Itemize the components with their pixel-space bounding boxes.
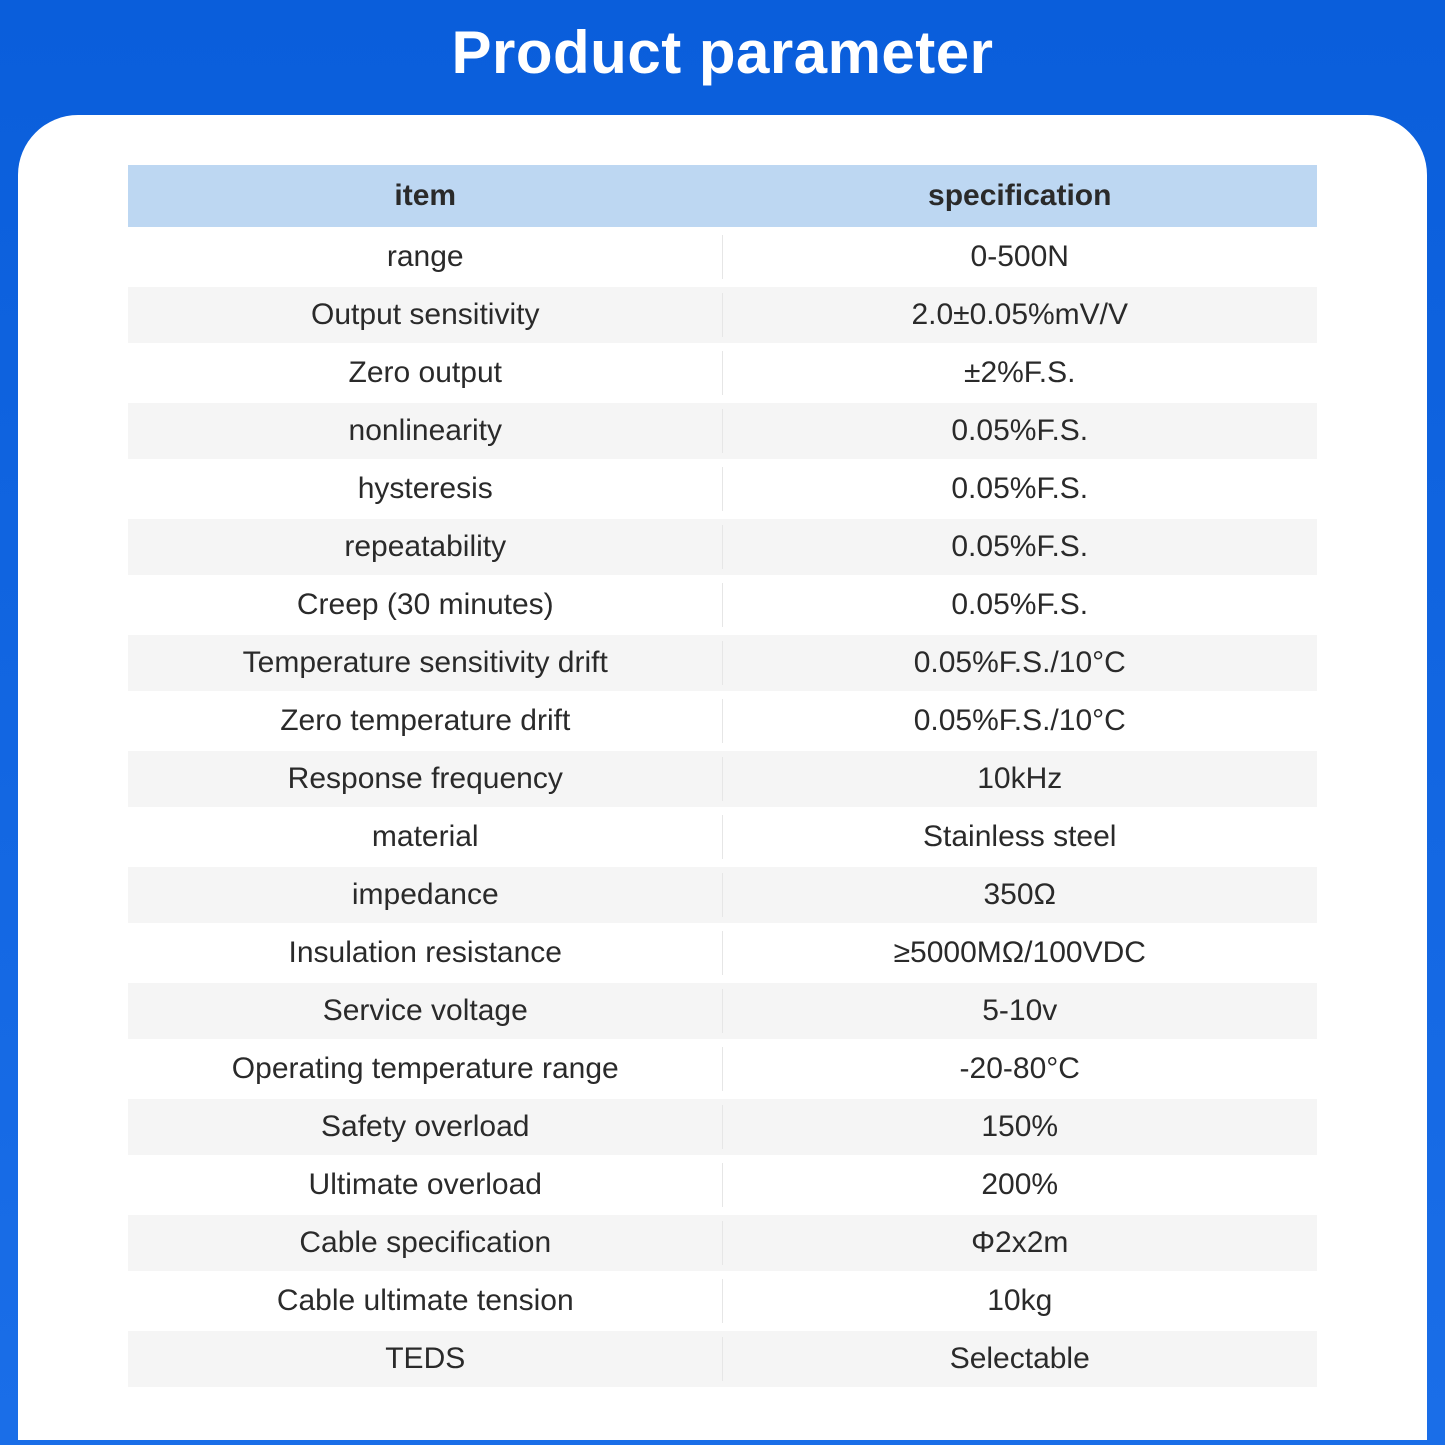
table-row: Zero temperature drift0.05%F.S./10°C [128, 693, 1317, 749]
cell-item: Safety overload [128, 1099, 723, 1155]
cell-spec: 0.05%F.S. [723, 519, 1318, 575]
table-row: Temperature sensitivity drift0.05%F.S./1… [128, 635, 1317, 691]
cell-item: Zero output [128, 345, 723, 401]
parameter-table: item specification range0-500NOutput sen… [128, 163, 1317, 1389]
cell-spec: ±2%F.S. [723, 345, 1318, 401]
cell-item: range [128, 229, 723, 285]
content-panel: item specification range0-500NOutput sen… [18, 115, 1427, 1440]
cell-item: nonlinearity [128, 403, 723, 459]
cell-item: Creep (30 minutes) [128, 577, 723, 633]
cell-item: hysteresis [128, 461, 723, 517]
cell-spec: 0.05%F.S. [723, 577, 1318, 633]
cell-item: repeatability [128, 519, 723, 575]
table-row: repeatability0.05%F.S. [128, 519, 1317, 575]
table-header-row: item specification [128, 165, 1317, 227]
cell-item: impedance [128, 867, 723, 923]
cell-spec: ≥5000MΩ/100VDC [723, 925, 1318, 981]
table-row: Response frequency10kHz [128, 751, 1317, 807]
cell-spec: -20-80°C [723, 1041, 1318, 1097]
cell-item: Cable ultimate tension [128, 1273, 723, 1329]
table-row: Insulation resistance≥5000MΩ/100VDC [128, 925, 1317, 981]
cell-spec: Φ2x2m [723, 1215, 1318, 1271]
table-row: impedance350Ω [128, 867, 1317, 923]
cell-item: Output sensitivity [128, 287, 723, 343]
table-row: Ultimate overload200% [128, 1157, 1317, 1213]
table-row: nonlinearity0.05%F.S. [128, 403, 1317, 459]
cell-spec: Selectable [723, 1331, 1318, 1387]
cell-spec: 10kHz [723, 751, 1318, 807]
table-row: TEDSSelectable [128, 1331, 1317, 1387]
cell-item: Response frequency [128, 751, 723, 807]
table-row: Safety overload150% [128, 1099, 1317, 1155]
table-body: range0-500NOutput sensitivity2.0±0.05%mV… [128, 229, 1317, 1387]
cell-spec: 5-10v [723, 983, 1318, 1039]
page-title: Product parameter [0, 0, 1445, 115]
cell-item: Cable specification [128, 1215, 723, 1271]
table-row: Output sensitivity2.0±0.05%mV/V [128, 287, 1317, 343]
table-row: Service voltage5-10v [128, 983, 1317, 1039]
col-header-item: item [128, 165, 723, 227]
cell-item: Insulation resistance [128, 925, 723, 981]
cell-item: Zero temperature drift [128, 693, 723, 749]
table-row: Operating temperature range-20-80°C [128, 1041, 1317, 1097]
table-row: Creep (30 minutes)0.05%F.S. [128, 577, 1317, 633]
cell-item: Operating temperature range [128, 1041, 723, 1097]
cell-item: Service voltage [128, 983, 723, 1039]
table-row: materialStainless steel [128, 809, 1317, 865]
cell-spec: 10kg [723, 1273, 1318, 1329]
cell-spec: 2.0±0.05%mV/V [723, 287, 1318, 343]
table-row: Zero output±2%F.S. [128, 345, 1317, 401]
table-row: Cable specificationΦ2x2m [128, 1215, 1317, 1271]
cell-spec: 0.05%F.S. [723, 403, 1318, 459]
cell-spec: 0.05%F.S./10°C [723, 693, 1318, 749]
cell-spec: 150% [723, 1099, 1318, 1155]
cell-item: material [128, 809, 723, 865]
table-row: hysteresis0.05%F.S. [128, 461, 1317, 517]
cell-item: Temperature sensitivity drift [128, 635, 723, 691]
cell-spec: 200% [723, 1157, 1318, 1213]
cell-spec: Stainless steel [723, 809, 1318, 865]
page-container: Product parameter item specification ran… [0, 0, 1445, 1445]
col-header-spec: specification [723, 165, 1318, 227]
cell-item: TEDS [128, 1331, 723, 1387]
table-row: Cable ultimate tension10kg [128, 1273, 1317, 1329]
cell-spec: 350Ω [723, 867, 1318, 923]
cell-item: Ultimate overload [128, 1157, 723, 1213]
cell-spec: 0-500N [723, 229, 1318, 285]
cell-spec: 0.05%F.S./10°C [723, 635, 1318, 691]
cell-spec: 0.05%F.S. [723, 461, 1318, 517]
table-row: range0-500N [128, 229, 1317, 285]
